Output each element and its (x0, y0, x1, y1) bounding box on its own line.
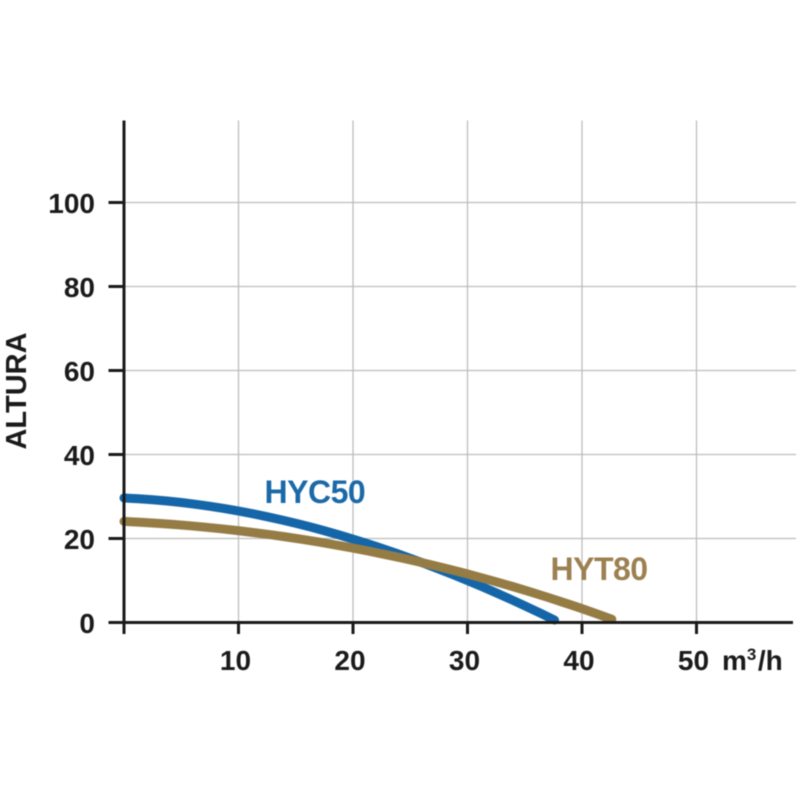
svg-text:50: 50 (678, 645, 709, 676)
svg-text:m3/h: m3/h (722, 645, 783, 676)
svg-text:20: 20 (334, 645, 365, 676)
svg-text:100: 100 (48, 188, 95, 219)
svg-text:40: 40 (64, 440, 95, 471)
svg-text:80: 80 (64, 272, 95, 303)
svg-text:20: 20 (64, 524, 95, 555)
svg-text:HYT80: HYT80 (551, 551, 648, 587)
svg-text:60: 60 (64, 356, 95, 387)
svg-text:0: 0 (79, 608, 95, 639)
svg-text:HYC50: HYC50 (265, 474, 366, 510)
svg-text:30: 30 (449, 645, 480, 676)
svg-text:ALTURA: ALTURA (1, 332, 33, 449)
svg-text:40: 40 (563, 645, 594, 676)
svg-text:10: 10 (220, 645, 251, 676)
